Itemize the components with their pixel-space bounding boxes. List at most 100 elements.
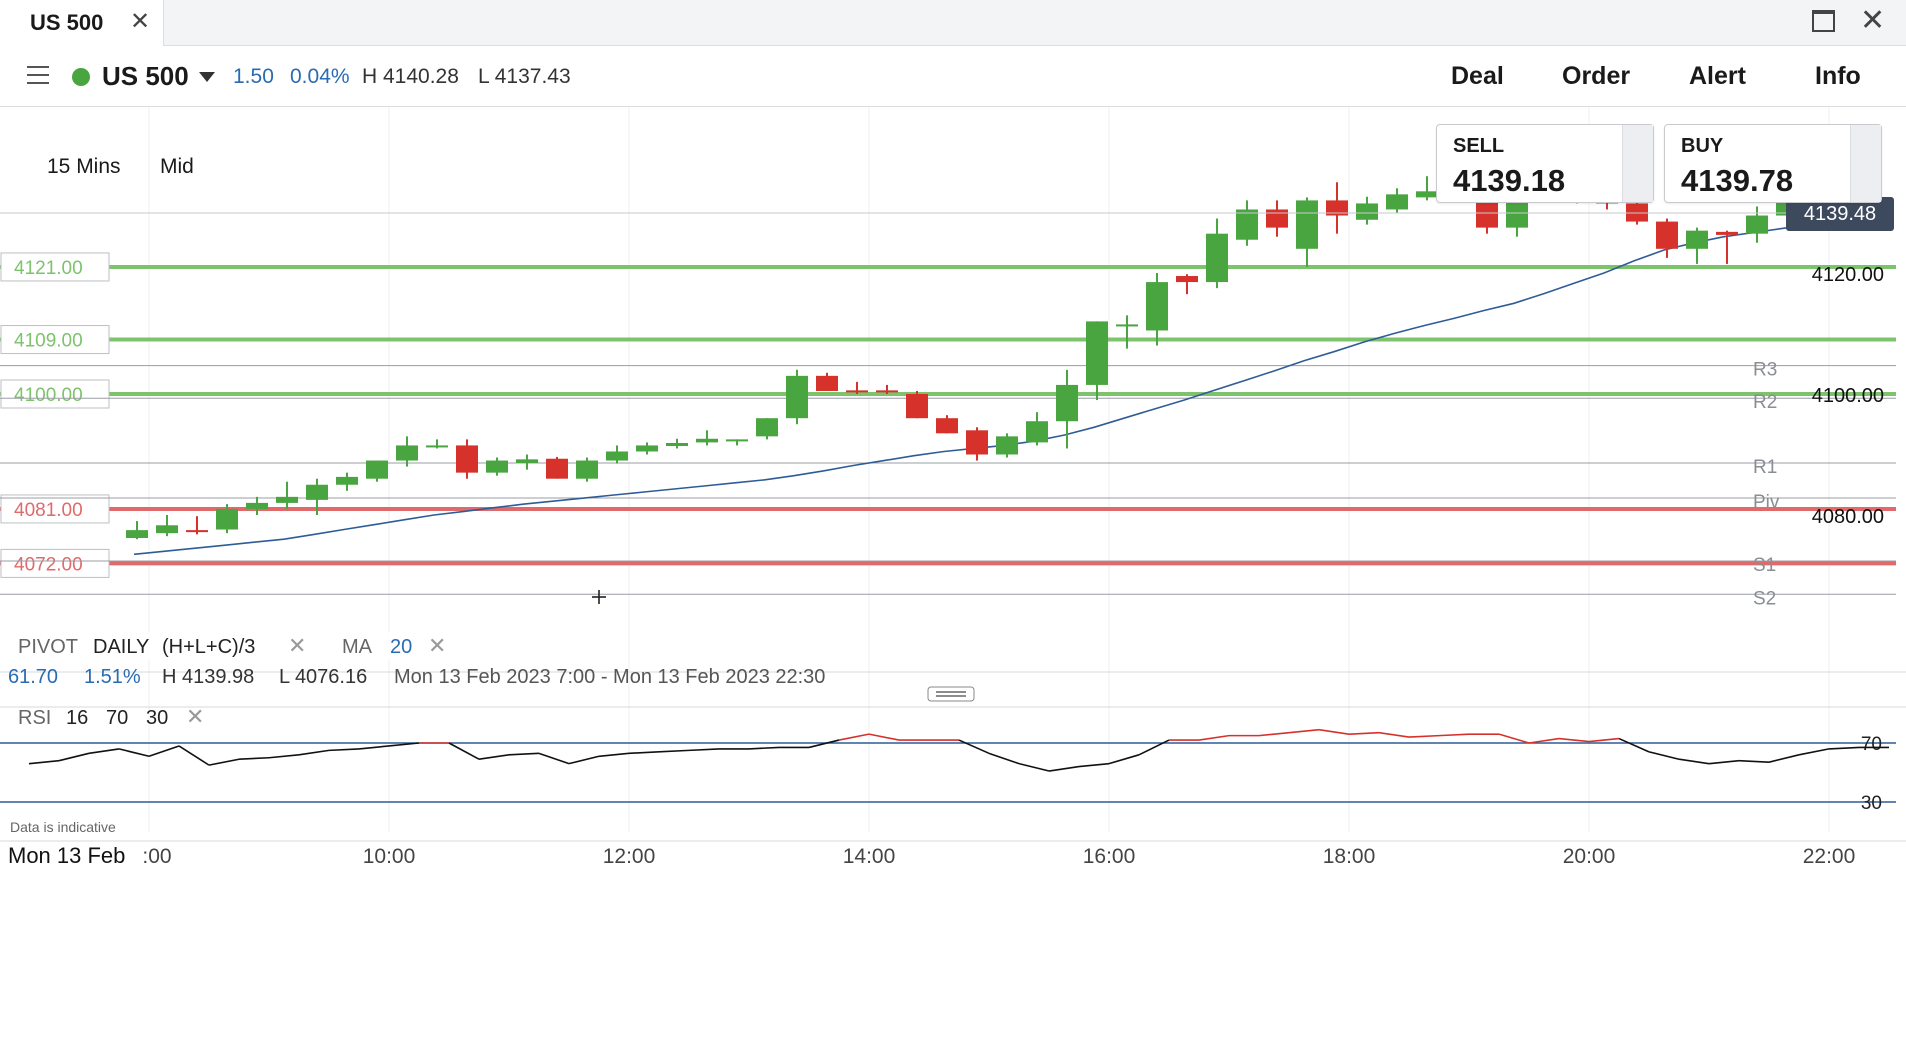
- level-label-box[interactable]: [0, 548, 110, 578]
- order-button[interactable]: Order: [1562, 62, 1631, 90]
- candle-body: [636, 445, 658, 452]
- candle-body: [816, 375, 838, 391]
- level-label: 4109.00: [14, 331, 83, 352]
- price-type-selector[interactable]: Mid: [160, 155, 194, 178]
- candle-body: [1266, 209, 1288, 228]
- level-label: 4121.00: [14, 258, 83, 279]
- candle-body: [186, 530, 208, 533]
- candle-body: [516, 459, 538, 463]
- buy-label: BUY: [1681, 135, 1724, 157]
- remove-pivot-icon[interactable]: ✕: [288, 633, 306, 658]
- rsi-line-segment: [1738, 759, 1770, 763]
- rsi-line-segment: [868, 733, 900, 741]
- rsi-line-segment: [1438, 733, 1470, 737]
- rsi-legend: RSI 16 70 30 ✕: [18, 704, 204, 729]
- rsi-line-segment: [1348, 731, 1380, 735]
- price-axis-label: 4120.00: [1812, 264, 1884, 286]
- level-label-box[interactable]: [0, 325, 110, 355]
- sell-side-panel: [1622, 125, 1653, 202]
- info-button[interactable]: Info: [1815, 62, 1861, 90]
- day-low: L 4137.43: [478, 65, 571, 88]
- instrument-name[interactable]: US 500: [102, 61, 189, 91]
- summary-range: Mon 13 Feb 2023 7:00 - Mon 13 Feb 2023 2…: [394, 666, 825, 688]
- rsi-line-segment: [268, 754, 300, 759]
- rsi-line-segment: [1018, 762, 1050, 772]
- level-label-box[interactable]: [0, 379, 110, 409]
- data-note: Data is indicative: [10, 819, 116, 835]
- pivot-formula: (H+L+C)/3: [162, 636, 255, 658]
- crosshair-icon: [592, 590, 606, 604]
- rsi-line-segment: [988, 752, 1020, 765]
- rsi-line-segment: [958, 739, 990, 755]
- summary-change-pct: 1.51%: [84, 666, 141, 688]
- timeframe-selector[interactable]: 15 Mins: [47, 155, 121, 178]
- buy-button[interactable]: BUY 4139.78: [1664, 124, 1882, 203]
- remove-rsi-icon[interactable]: ✕: [186, 704, 204, 729]
- candle-body: [456, 445, 478, 473]
- rsi-line-segment: [568, 755, 600, 765]
- rsi-line-segment: [628, 751, 660, 755]
- candle-body: [1026, 421, 1048, 443]
- price-chart[interactable]: 4121.00 4109.00 4100.00 4081.00 4072.00 R3 R2…: [0, 107, 1906, 1060]
- instrument-header: US 500 1.50 0.04% H 4140.28 L 4137.43 De…: [0, 46, 1906, 107]
- rsi-line-segment: [1618, 737, 1650, 753]
- time-grid: [148, 107, 1830, 832]
- candle-body: [1206, 233, 1228, 283]
- tab-us500[interactable]: US 500 ✕: [0, 0, 164, 46]
- summary-high: H 4139.98: [162, 666, 254, 688]
- candle-body: [936, 418, 958, 434]
- rsi-line-segment: [1498, 733, 1530, 744]
- level-label: 4072.00: [14, 554, 83, 575]
- current-price-tag: [1786, 197, 1894, 231]
- rsi-line-segment: [508, 752, 540, 756]
- rsi-line-segment: [28, 759, 60, 765]
- pivot-line-label: Piv: [1753, 492, 1780, 513]
- rsi-line-segment: [1558, 737, 1590, 743]
- rsi-line-segment: [598, 752, 630, 758]
- pivot-period: DAILY: [93, 636, 149, 658]
- summary-change: 61.70: [8, 666, 58, 688]
- rsi-line-segment: [1408, 734, 1440, 738]
- candle-body: [996, 436, 1018, 455]
- close-icon[interactable]: ✕: [130, 8, 151, 35]
- rsi-line-segment: [358, 745, 390, 750]
- price-axis-label: 4100.00: [1812, 385, 1884, 407]
- candle-body: [1656, 221, 1678, 249]
- sell-button[interactable]: SELL 4139.18: [1436, 124, 1654, 203]
- remove-ma-icon[interactable]: ✕: [428, 633, 446, 658]
- candle-body: [546, 458, 568, 479]
- time-axis-label: 16:00: [1083, 845, 1136, 868]
- summary-low: L 4076.16: [279, 666, 367, 688]
- rsi-line-segment: [808, 739, 840, 749]
- buy-side-panel: [1850, 125, 1881, 202]
- pane-resize-handle[interactable]: [927, 686, 975, 702]
- candle-body: [876, 390, 898, 393]
- hamburger-menu-icon[interactable]: [27, 66, 49, 84]
- candle-body: [156, 525, 178, 534]
- level-label-box[interactable]: [0, 252, 110, 282]
- ma-period: 20: [390, 636, 412, 658]
- rsi-line-segment: [1198, 734, 1230, 741]
- level-label-box[interactable]: [0, 494, 110, 524]
- maximize-icon[interactable]: [1812, 10, 1835, 32]
- tab-bar: US 500 ✕ ✕: [0, 0, 1906, 46]
- sell-label: SELL: [1453, 135, 1505, 157]
- market-open-indicator: [72, 68, 90, 86]
- candle-body: [1356, 203, 1378, 220]
- rsi-line-segment: [1138, 739, 1170, 756]
- level-label: 4100.00: [14, 385, 83, 406]
- rsi-line-segment: [1708, 759, 1740, 765]
- rsi-line-segment: [238, 756, 270, 761]
- chevron-down-icon[interactable]: [199, 72, 215, 82]
- candle-body: [576, 460, 598, 479]
- alert-button[interactable]: Alert: [1689, 62, 1746, 90]
- window-close-icon[interactable]: ✕: [1860, 4, 1886, 37]
- rsi-line-segment: [88, 748, 120, 755]
- change-percent: 0.04%: [290, 65, 350, 88]
- candle-body: [396, 445, 418, 461]
- pivot-line-label: S2: [1753, 588, 1776, 609]
- deal-button[interactable]: Deal: [1451, 62, 1504, 90]
- rsi-line-segment: [178, 745, 210, 766]
- rsi-line-segment: [1258, 731, 1290, 737]
- pivot-line-label: R3: [1753, 360, 1777, 381]
